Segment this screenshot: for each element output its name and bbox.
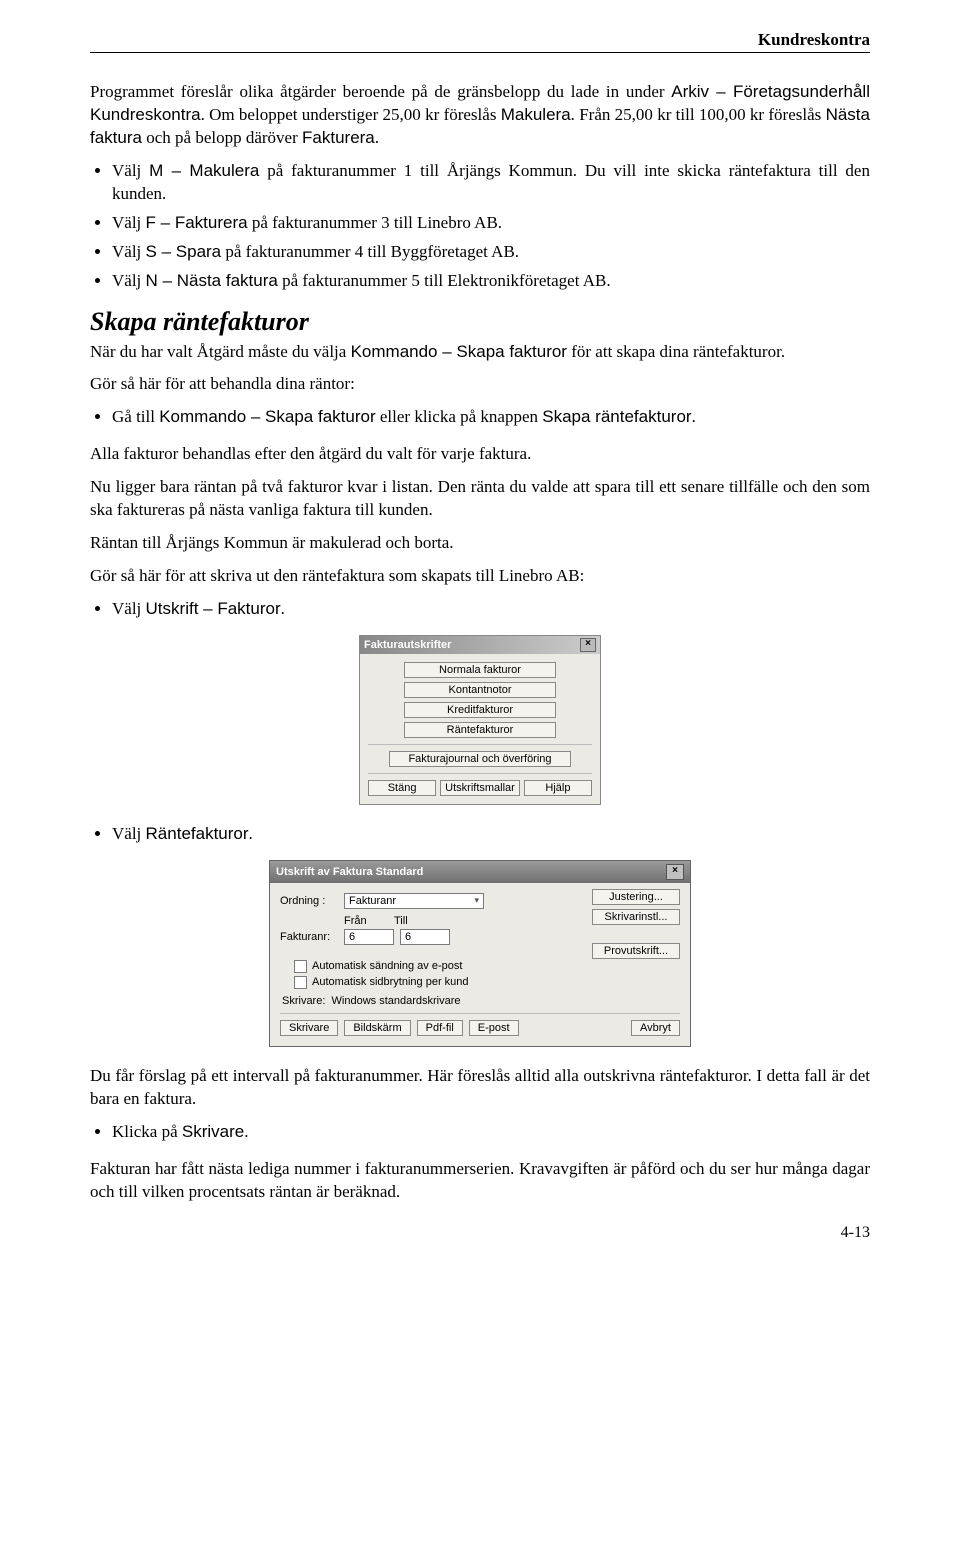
epost-button[interactable]: E-post [469, 1020, 519, 1036]
skrivare-label: Skrivare: Windows standardskrivare [282, 995, 680, 1007]
paragraph: Gör så här för att behandla dina räntor: [90, 373, 870, 396]
paragraph: När du har valt Åtgärd måste du välja Ko… [90, 341, 870, 364]
page-number: 4-13 [90, 1224, 870, 1242]
ordning-combo[interactable]: Fakturanr▾ [344, 893, 484, 909]
skrivarinst-button[interactable]: Skrivarinstl... [592, 909, 680, 925]
close-icon[interactable]: × [580, 638, 596, 652]
pdf-fil-button[interactable]: Pdf-fil [417, 1020, 463, 1036]
paragraph: Gör så här för att skriva ut den räntefa… [90, 565, 870, 588]
section-heading: Skapa räntefakturor [90, 307, 870, 337]
action-list-1: Välj M – Makulera på fakturanummer 1 til… [90, 160, 870, 293]
rantefakturor-button[interactable]: Räntefakturor [404, 722, 556, 738]
auto-sidbrytning-checkbox[interactable]: Automatisk sidbrytning per kund [294, 976, 680, 989]
paragraph: Du får förslag på ett intervall på faktu… [90, 1065, 870, 1111]
action-list-2: Gå till Kommando – Skapa fakturor eller … [90, 406, 870, 429]
kreditfakturor-button[interactable]: Kreditfakturor [404, 702, 556, 718]
skrivare-button[interactable]: Skrivare [280, 1020, 338, 1036]
hjalp-button[interactable]: Hjälp [524, 780, 592, 796]
fakturajournal-button[interactable]: Fakturajournal och överföring [389, 751, 571, 767]
utskriftsmallar-button[interactable]: Utskriftsmallar [440, 780, 520, 796]
bildskarm-button[interactable]: Bildskärm [344, 1020, 410, 1036]
list-item: Välj N – Nästa faktura på fakturanummer … [112, 270, 870, 293]
close-icon[interactable]: × [666, 864, 684, 880]
paragraph: Räntan till Årjängs Kommun är makulerad … [90, 532, 870, 555]
fran-label: Från [344, 915, 388, 927]
provutskrift-button[interactable]: Provutskrift... [592, 943, 680, 959]
chevron-down-icon: ▾ [474, 895, 479, 906]
ordning-label: Ordning : [280, 895, 338, 907]
list-item: Välj Utskrift – Fakturor. [112, 598, 870, 621]
action-list-3: Välj Utskrift – Fakturor. [90, 598, 870, 621]
intro-paragraph: Programmet föreslår olika åtgärder beroe… [90, 81, 870, 150]
dialog-title: Fakturautskrifter [364, 639, 451, 651]
auto-epost-checkbox[interactable]: Automatisk sändning av e-post [294, 960, 680, 973]
stang-button[interactable]: Stäng [368, 780, 436, 796]
list-item: Välj S – Spara på fakturanummer 4 till B… [112, 241, 870, 264]
list-item: Gå till Kommando – Skapa fakturor eller … [112, 406, 870, 429]
till-label: Till [394, 915, 438, 927]
till-input[interactable]: 6 [400, 929, 450, 945]
kontantnotor-button[interactable]: Kontantnotor [404, 682, 556, 698]
paragraph: Nu ligger bara räntan på två fakturor kv… [90, 476, 870, 522]
fakturanr-label: Fakturanr: [280, 931, 338, 943]
list-item: Välj M – Makulera på fakturanummer 1 til… [112, 160, 870, 206]
justering-button[interactable]: Justering... [592, 889, 680, 905]
list-item: Klicka på Skrivare. [112, 1121, 870, 1144]
dialog-titlebar: Utskrift av Faktura Standard × [270, 861, 690, 883]
paragraph: Alla fakturor behandlas efter den åtgärd… [90, 443, 870, 466]
list-item: Välj F – Fakturera på fakturanummer 3 ti… [112, 212, 870, 235]
dialog-title: Utskrift av Faktura Standard [276, 866, 423, 878]
normala-fakturor-button[interactable]: Normala fakturor [404, 662, 556, 678]
paragraph: Fakturan har fått nästa lediga nummer i … [90, 1158, 870, 1204]
list-item: Välj Räntefakturor. [112, 823, 870, 846]
avbryt-button[interactable]: Avbryt [631, 1020, 680, 1036]
fran-input[interactable]: 6 [344, 929, 394, 945]
utskrift-faktura-dialog: Utskrift av Faktura Standard × Justering… [269, 860, 691, 1047]
fakturautskrifter-dialog: Fakturautskrifter × Normala fakturor Kon… [359, 635, 601, 805]
header-title: Kundreskontra [90, 30, 870, 53]
action-list-4: Välj Räntefakturor. [90, 823, 870, 846]
dialog-titlebar: Fakturautskrifter × [360, 636, 600, 654]
action-list-5: Klicka på Skrivare. [90, 1121, 870, 1144]
